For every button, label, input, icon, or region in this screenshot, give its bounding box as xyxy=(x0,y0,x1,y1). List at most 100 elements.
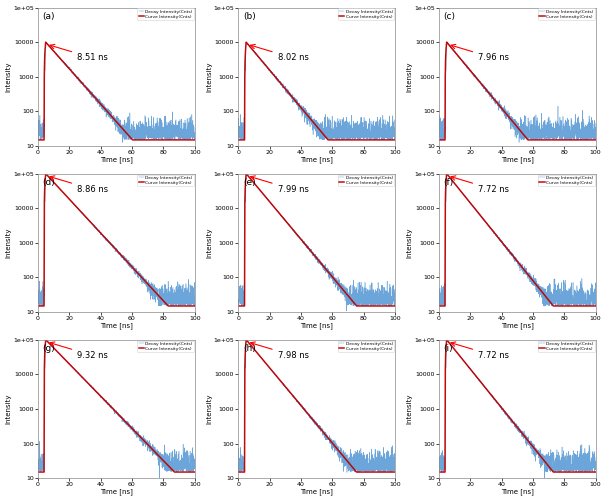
Decay Intensity(Cnts) xyxy=(186,300,194,306)
Text: (h): (h) xyxy=(243,344,256,353)
Legend: Decay Intensity(Cnts), Curve Intensity(Cnts): Decay Intensity(Cnts), Curve Intensity(C… xyxy=(337,174,395,186)
Curve Intensity(Cnts) xyxy=(443,337,450,343)
Curve Intensity(Cnts) xyxy=(311,419,318,425)
Line: Curve Intensity(Cnts): Curve Intensity(Cnts) xyxy=(38,340,195,472)
Line: Decay Intensity(Cnts): Decay Intensity(Cnts) xyxy=(38,173,195,306)
Curve Intensity(Cnts) xyxy=(392,303,399,309)
X-axis label: Time [ns]: Time [ns] xyxy=(100,488,133,495)
Curve Intensity(Cnts) xyxy=(311,253,318,259)
Decay Intensity(Cnts) xyxy=(186,127,194,133)
Text: (d): (d) xyxy=(42,178,55,187)
Text: 8.02 ns: 8.02 ns xyxy=(251,45,308,63)
Decay Intensity(Cnts) xyxy=(507,249,515,256)
Line: Decay Intensity(Cnts): Decay Intensity(Cnts) xyxy=(439,174,595,306)
Curve Intensity(Cnts) xyxy=(42,171,50,177)
Curve Intensity(Cnts) xyxy=(443,171,450,177)
Curve Intensity(Cnts) xyxy=(110,407,118,413)
Line: Curve Intensity(Cnts): Curve Intensity(Cnts) xyxy=(439,340,595,472)
Line: Decay Intensity(Cnts): Decay Intensity(Cnts) xyxy=(439,42,595,142)
Line: Decay Intensity(Cnts): Decay Intensity(Cnts) xyxy=(239,174,395,311)
Curve Intensity(Cnts) xyxy=(507,117,515,123)
Curve Intensity(Cnts) xyxy=(358,303,365,309)
Text: (e): (e) xyxy=(243,178,256,187)
Decay Intensity(Cnts) xyxy=(235,299,242,305)
Decay Intensity(Cnts) xyxy=(42,170,49,176)
Y-axis label: Intensity: Intensity xyxy=(407,62,413,92)
Line: Curve Intensity(Cnts): Curve Intensity(Cnts) xyxy=(38,174,195,306)
Curve Intensity(Cnts) xyxy=(186,469,194,475)
Decay Intensity(Cnts) xyxy=(540,303,548,309)
Text: 7.99 ns: 7.99 ns xyxy=(251,176,308,194)
Decay Intensity(Cnts) xyxy=(387,302,395,308)
Decay Intensity(Cnts) xyxy=(158,451,165,457)
Legend: Decay Intensity(Cnts), Curve Intensity(Cnts): Decay Intensity(Cnts), Curve Intensity(C… xyxy=(337,341,395,352)
Decay Intensity(Cnts) xyxy=(588,289,595,295)
Decay Intensity(Cnts) xyxy=(34,455,41,461)
Y-axis label: Intensity: Intensity xyxy=(206,394,212,424)
Legend: Decay Intensity(Cnts), Curve Intensity(Cnts): Decay Intensity(Cnts), Curve Intensity(C… xyxy=(137,9,194,20)
Decay Intensity(Cnts) xyxy=(307,114,314,120)
Text: 7.98 ns: 7.98 ns xyxy=(251,342,308,360)
Decay Intensity(Cnts) xyxy=(559,130,566,136)
Decay Intensity(Cnts) xyxy=(42,171,50,177)
Curve Intensity(Cnts) xyxy=(588,137,595,143)
Y-axis label: Intensity: Intensity xyxy=(407,227,413,258)
Decay Intensity(Cnts) xyxy=(243,171,250,177)
Curve Intensity(Cnts) xyxy=(387,137,395,143)
Line: Decay Intensity(Cnts): Decay Intensity(Cnts) xyxy=(239,42,395,140)
Decay Intensity(Cnts) xyxy=(42,39,50,45)
Legend: Decay Intensity(Cnts), Curve Intensity(Cnts): Decay Intensity(Cnts), Curve Intensity(C… xyxy=(137,174,194,186)
X-axis label: Time [ns]: Time [ns] xyxy=(300,323,333,329)
Decay Intensity(Cnts) xyxy=(387,124,395,130)
Line: Decay Intensity(Cnts): Decay Intensity(Cnts) xyxy=(439,340,595,482)
Curve Intensity(Cnts) xyxy=(235,303,242,309)
Curve Intensity(Cnts) xyxy=(243,39,250,45)
Curve Intensity(Cnts) xyxy=(592,469,599,475)
Curve Intensity(Cnts) xyxy=(34,469,41,475)
Decay Intensity(Cnts) xyxy=(110,406,118,412)
Text: (c): (c) xyxy=(444,12,455,21)
Curve Intensity(Cnts) xyxy=(110,244,118,250)
Curve Intensity(Cnts) xyxy=(42,39,49,45)
Decay Intensity(Cnts) xyxy=(507,115,515,121)
Curve Intensity(Cnts) xyxy=(42,40,50,46)
Text: 7.72 ns: 7.72 ns xyxy=(451,342,509,360)
Decay Intensity(Cnts) xyxy=(443,171,450,177)
Decay Intensity(Cnts) xyxy=(106,114,114,120)
Decay Intensity(Cnts) xyxy=(34,303,41,309)
Decay Intensity(Cnts) xyxy=(443,337,450,343)
Decay Intensity(Cnts) xyxy=(42,337,50,343)
Line: Curve Intensity(Cnts): Curve Intensity(Cnts) xyxy=(439,174,595,306)
Curve Intensity(Cnts) xyxy=(443,40,450,46)
Y-axis label: Intensity: Intensity xyxy=(5,62,12,92)
Decay Intensity(Cnts) xyxy=(588,467,595,473)
Curve Intensity(Cnts) xyxy=(42,337,50,343)
Curve Intensity(Cnts) xyxy=(42,337,49,343)
Decay Intensity(Cnts) xyxy=(515,139,523,145)
Line: Curve Intensity(Cnts): Curve Intensity(Cnts) xyxy=(239,340,395,472)
Legend: Decay Intensity(Cnts), Curve Intensity(Cnts): Decay Intensity(Cnts), Curve Intensity(C… xyxy=(538,9,595,20)
Decay Intensity(Cnts) xyxy=(387,129,395,135)
Decay Intensity(Cnts) xyxy=(110,115,118,121)
Curve Intensity(Cnts) xyxy=(42,171,49,177)
Decay Intensity(Cnts) xyxy=(392,453,399,459)
X-axis label: Time [ns]: Time [ns] xyxy=(501,488,534,495)
Decay Intensity(Cnts) xyxy=(307,246,314,253)
Decay Intensity(Cnts) xyxy=(592,461,599,467)
Decay Intensity(Cnts) xyxy=(235,136,242,142)
Curve Intensity(Cnts) xyxy=(443,337,450,343)
Decay Intensity(Cnts) xyxy=(387,303,395,309)
Curve Intensity(Cnts) xyxy=(106,112,114,118)
Curve Intensity(Cnts) xyxy=(34,303,41,309)
Curve Intensity(Cnts) xyxy=(243,40,250,46)
Y-axis label: Intensity: Intensity xyxy=(407,394,413,424)
Line: Curve Intensity(Cnts): Curve Intensity(Cnts) xyxy=(239,174,395,306)
Curve Intensity(Cnts) xyxy=(358,469,365,475)
Curve Intensity(Cnts) xyxy=(588,303,595,309)
X-axis label: Time [ns]: Time [ns] xyxy=(501,156,534,163)
Curve Intensity(Cnts) xyxy=(243,171,250,177)
Decay Intensity(Cnts) xyxy=(443,337,450,343)
Curve Intensity(Cnts) xyxy=(358,137,365,143)
Decay Intensity(Cnts) xyxy=(42,39,50,45)
Decay Intensity(Cnts) xyxy=(592,296,599,302)
